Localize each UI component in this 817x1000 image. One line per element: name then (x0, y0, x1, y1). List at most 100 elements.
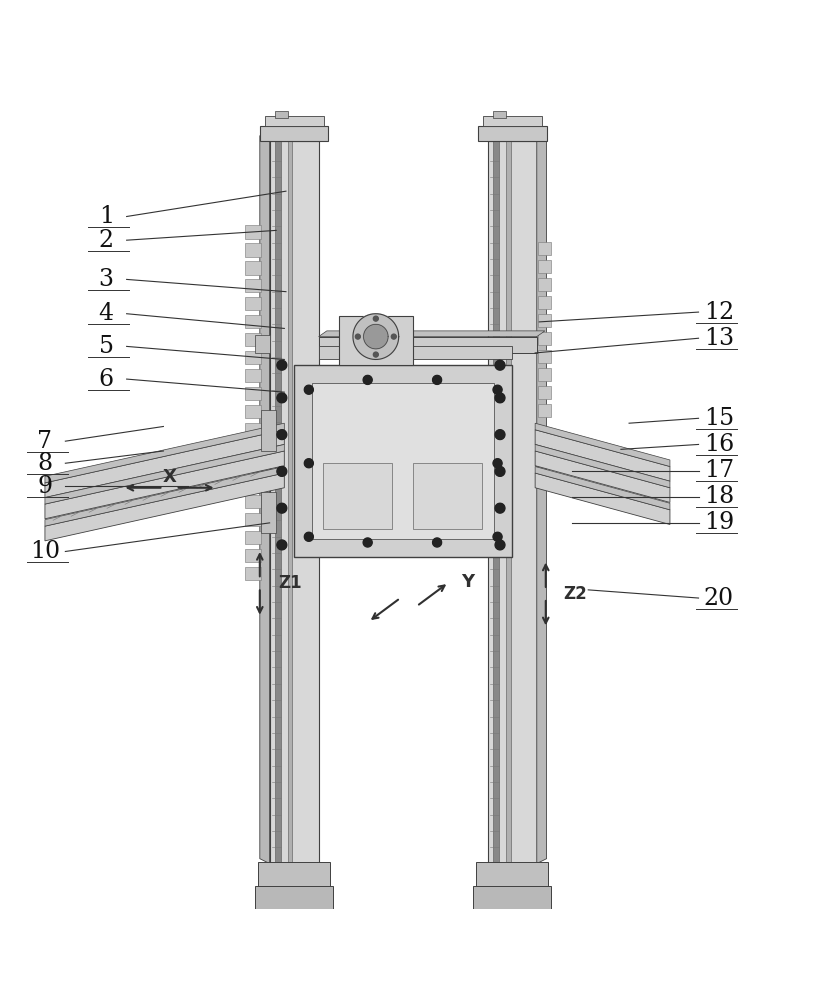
Bar (323, 463, 392, 529)
Polygon shape (488, 982, 537, 1000)
Polygon shape (493, 459, 502, 468)
Bar (478, 126, 547, 141)
Bar (255, 335, 270, 353)
Polygon shape (277, 467, 287, 476)
Bar (275, 111, 288, 118)
Bar (245, 261, 261, 275)
Polygon shape (373, 316, 378, 321)
Bar (245, 387, 261, 400)
Bar (319, 346, 512, 359)
Text: X: X (163, 468, 176, 486)
Polygon shape (305, 385, 313, 394)
Bar (252, 909, 337, 929)
Polygon shape (537, 136, 547, 864)
Bar (538, 314, 551, 327)
Bar (245, 423, 261, 436)
Bar (538, 260, 551, 273)
Text: 7: 7 (38, 430, 52, 453)
Text: 4: 4 (99, 302, 114, 325)
Bar (538, 368, 551, 381)
Polygon shape (277, 360, 287, 370)
Bar (538, 404, 551, 417)
Polygon shape (305, 459, 313, 468)
Bar (470, 909, 555, 929)
Polygon shape (535, 423, 670, 467)
Bar (493, 111, 506, 118)
Text: 3: 3 (99, 268, 114, 291)
Polygon shape (45, 444, 284, 504)
Bar (288, 141, 292, 864)
Bar (476, 862, 548, 888)
Polygon shape (364, 538, 372, 547)
Text: 10: 10 (30, 540, 60, 563)
Bar (339, 316, 413, 365)
Bar (245, 531, 261, 544)
Bar (245, 315, 261, 328)
Polygon shape (495, 540, 505, 550)
Polygon shape (498, 992, 527, 1000)
Polygon shape (364, 375, 372, 384)
Polygon shape (535, 444, 670, 488)
Bar (538, 386, 551, 399)
Polygon shape (364, 324, 388, 349)
Bar (493, 141, 499, 864)
Bar (245, 279, 261, 292)
Text: Z2: Z2 (564, 585, 587, 603)
Polygon shape (45, 430, 284, 498)
Polygon shape (277, 430, 287, 440)
Polygon shape (319, 331, 545, 337)
Polygon shape (495, 393, 505, 403)
Polygon shape (279, 992, 309, 1000)
Bar (459, 960, 565, 990)
Bar (270, 141, 319, 864)
Text: 20: 20 (704, 587, 734, 610)
Polygon shape (260, 136, 270, 864)
Polygon shape (535, 467, 670, 510)
Bar (488, 141, 537, 864)
Polygon shape (535, 430, 670, 481)
Text: 5: 5 (99, 335, 114, 358)
Bar (265, 116, 324, 126)
Polygon shape (495, 467, 505, 476)
Bar (312, 383, 494, 539)
Bar (245, 369, 261, 382)
Polygon shape (373, 352, 378, 357)
Text: 6: 6 (99, 368, 114, 391)
Bar (275, 141, 281, 864)
Polygon shape (495, 360, 505, 370)
Polygon shape (353, 314, 399, 359)
Bar (245, 225, 261, 239)
Bar (294, 365, 512, 557)
Bar (245, 513, 261, 526)
Bar (245, 495, 261, 508)
Bar (247, 927, 342, 962)
Polygon shape (433, 538, 441, 547)
Bar (241, 960, 347, 990)
Bar (245, 477, 261, 490)
Bar (538, 332, 551, 345)
Polygon shape (45, 473, 284, 541)
Polygon shape (45, 423, 284, 483)
Bar (538, 278, 551, 291)
Polygon shape (277, 540, 287, 550)
Bar (538, 296, 551, 309)
Bar (465, 927, 560, 962)
Text: Z1: Z1 (278, 574, 301, 592)
Bar (245, 243, 261, 257)
Bar (506, 141, 511, 864)
Bar (245, 567, 261, 580)
Polygon shape (495, 503, 505, 513)
Text: 13: 13 (704, 327, 734, 350)
Polygon shape (270, 982, 319, 1000)
Text: 12: 12 (703, 301, 734, 324)
Bar (261, 492, 276, 533)
Bar (319, 337, 537, 353)
Text: 17: 17 (704, 459, 734, 482)
Bar (245, 405, 261, 418)
Bar (245, 333, 261, 346)
Text: 8: 8 (38, 452, 52, 475)
Text: Y: Y (461, 573, 474, 591)
Text: 16: 16 (703, 433, 734, 456)
Bar (245, 459, 261, 472)
Bar (245, 441, 261, 454)
